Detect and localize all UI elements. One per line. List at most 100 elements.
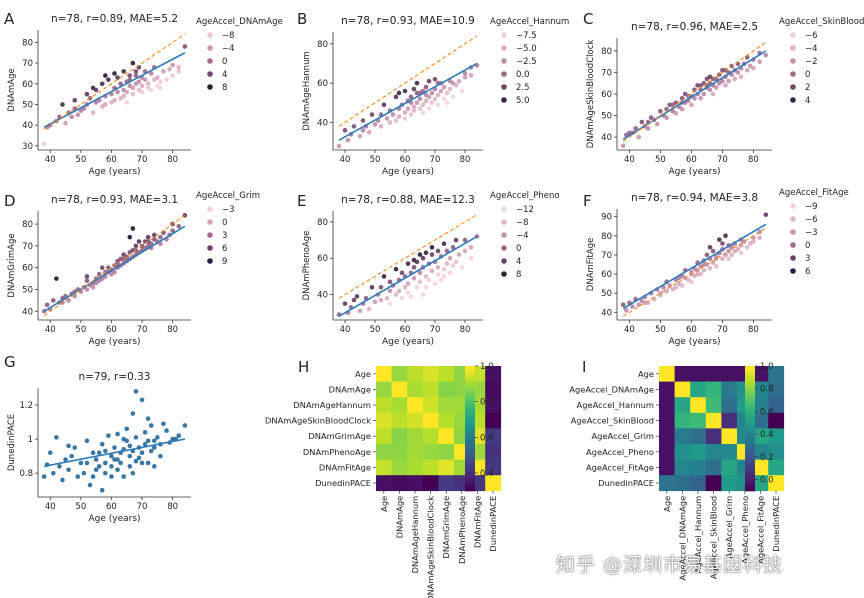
- colorbar-segment: [745, 397, 755, 401]
- data-point: [732, 76, 738, 82]
- x-tick-label: 40: [340, 155, 351, 165]
- data-point: [411, 104, 417, 110]
- heatmap-cell: [391, 381, 408, 398]
- data-point: [127, 234, 133, 240]
- legend-marker: [207, 32, 213, 38]
- heatmap-cell: [407, 397, 424, 414]
- data-point: [411, 257, 417, 263]
- plot-area: [336, 35, 480, 149]
- data-point: [757, 235, 762, 241]
- colorbar-segment: [465, 400, 475, 404]
- data-point: [447, 270, 453, 276]
- watermark-text: 知乎 @深圳市易基因科技: [556, 554, 784, 576]
- y-tick-label: 70: [22, 242, 33, 252]
- data-point: [103, 460, 108, 466]
- x-tick-label: 70: [430, 155, 441, 165]
- row-label: DNAmPhenoAge: [303, 447, 371, 457]
- y-tick-label: 80: [317, 218, 328, 228]
- data-point: [438, 88, 444, 94]
- col-label: DNAmAgeHannum: [410, 496, 420, 574]
- heatmap-cell: [705, 475, 722, 492]
- data-point: [435, 265, 441, 270]
- heatmap-cell: [705, 366, 722, 382]
- data-point: [354, 294, 360, 299]
- colorbar-segment: [465, 403, 475, 408]
- heatmap-cell: [705, 444, 722, 460]
- legend-label: 0: [222, 57, 227, 67]
- y-tick-label: 1.2: [19, 401, 33, 411]
- col-label: Age: [379, 496, 389, 512]
- col-label: AgeAccel_Grim: [724, 496, 734, 559]
- regression-line: [338, 62, 478, 141]
- colorbar-segment: [745, 415, 755, 420]
- legend-marker: [207, 258, 213, 264]
- data-point: [93, 457, 99, 462]
- data-point: [158, 453, 163, 459]
- data-point: [130, 85, 136, 91]
- data-point: [115, 431, 120, 437]
- x-tick-label: 60: [106, 155, 117, 165]
- data-point: [54, 276, 59, 281]
- data-point: [182, 423, 188, 428]
- data-point: [744, 244, 750, 250]
- colorbar-segment: [465, 447, 475, 451]
- data-point: [726, 78, 731, 84]
- data-point: [121, 69, 126, 74]
- colorbar-segment: [745, 465, 755, 470]
- data-point: [81, 470, 87, 476]
- colorbar-segment: [465, 406, 475, 411]
- heatmap-cell: [438, 366, 455, 382]
- data-point: [620, 302, 626, 307]
- data-point: [689, 279, 694, 285]
- data-point: [372, 299, 378, 305]
- legend-label: 8: [222, 83, 227, 93]
- heatmap-cell: [705, 428, 722, 445]
- x-tick-label: 40: [624, 155, 635, 165]
- data-point: [411, 86, 417, 92]
- data-point: [84, 438, 90, 444]
- heatmap-cell: [659, 444, 675, 460]
- data-point: [60, 102, 65, 107]
- colorbar-tick-label: 1.0: [760, 362, 774, 372]
- chart-title: n=78, r=0.88, MAE=12.3: [341, 194, 475, 206]
- heatmap-cell: [690, 412, 707, 429]
- x-tick-label: 70: [137, 502, 148, 512]
- heatmap-cell: [391, 475, 408, 492]
- data-point: [99, 81, 105, 87]
- colorbar-segment: [465, 428, 475, 433]
- data-point: [133, 69, 139, 74]
- heatmap-cell: [721, 381, 738, 398]
- colorbar-tick-label: 0.6: [760, 407, 774, 417]
- data-point: [735, 246, 741, 252]
- data-point: [109, 453, 114, 459]
- data-point: [90, 450, 96, 456]
- legend: AgeAccel_Hannum −7.5 −5.0 −2.5 0.0 2.5 5.0: [490, 17, 569, 106]
- legend-marker: [790, 268, 796, 274]
- heatmap-cell: [391, 428, 408, 445]
- heatmap-cell: [690, 381, 707, 398]
- data-point: [145, 81, 151, 87]
- plot-area: [336, 214, 480, 318]
- heatmap-cell: [659, 428, 675, 445]
- x-axis-label: Age (years): [88, 514, 140, 524]
- row-label: Age: [355, 369, 371, 379]
- data-point: [124, 89, 130, 95]
- data-point: [435, 102, 441, 108]
- heatmap-cell: [674, 444, 691, 460]
- legend-label: 6: [222, 244, 227, 254]
- data-point: [432, 76, 438, 82]
- data-point: [738, 74, 744, 80]
- heatmap-cell: [659, 381, 675, 398]
- x-axis-label: Age (years): [382, 337, 434, 347]
- colorbar-segment: [465, 387, 475, 392]
- panel-letter: D: [4, 192, 16, 210]
- x-tick-label: 70: [717, 325, 728, 335]
- legend-marker: [501, 32, 507, 38]
- colorbar-segment: [465, 369, 475, 373]
- heatmap-cell: [721, 444, 738, 460]
- data-point: [698, 96, 703, 101]
- heatmap-cell: [391, 444, 408, 460]
- legend-title: AgeAccel_FitAge: [779, 188, 849, 198]
- data-point: [408, 294, 414, 299]
- x-tick-label: 40: [624, 325, 635, 335]
